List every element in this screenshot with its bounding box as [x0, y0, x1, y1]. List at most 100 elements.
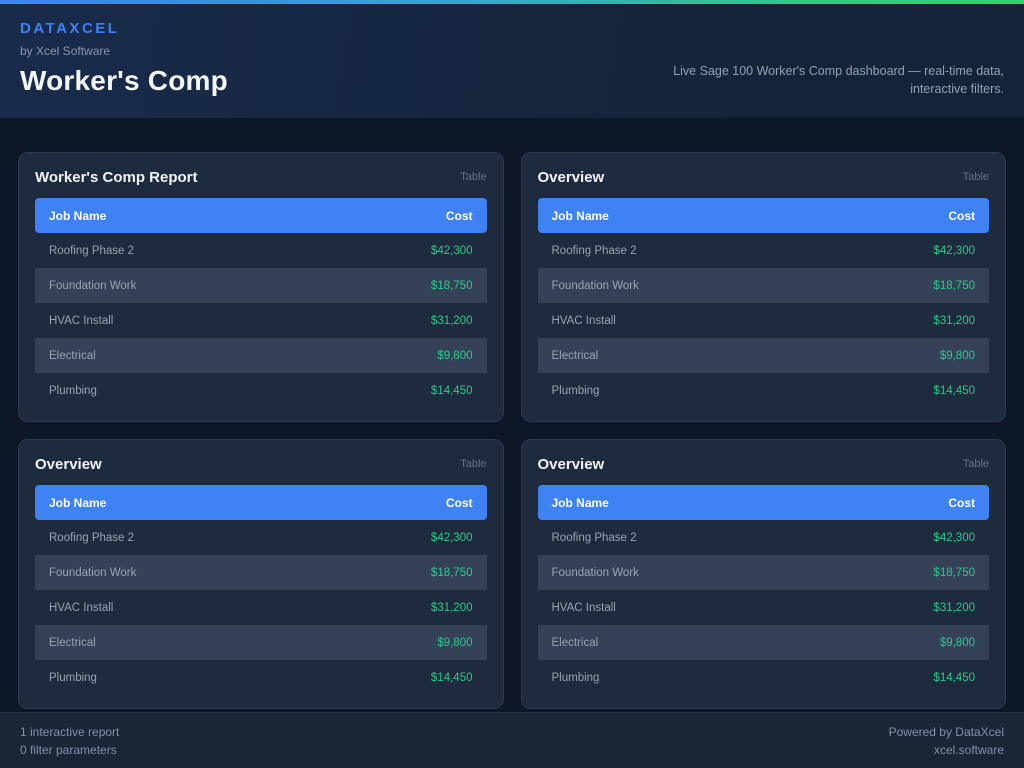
column-header-cost: Cost	[445, 495, 473, 510]
job-name-cell: Electrical	[551, 636, 599, 649]
table-row[interactable]: HVAC Install $31,200	[538, 590, 990, 625]
cost-cell: $42,300	[430, 244, 473, 257]
cost-cell: $42,300	[933, 531, 975, 544]
cost-cell: $18,750	[430, 566, 473, 579]
table-row[interactable]: Foundation Work $18,750	[35, 555, 487, 590]
job-name-cell: HVAC Install	[49, 601, 114, 614]
column-header-cost: Cost	[948, 208, 975, 223]
cost-cell: $14,450	[933, 384, 975, 397]
report-card-overview-3: Overview Table Job Name Cost Roofing Pha…	[520, 439, 1006, 709]
table-row[interactable]: Roofing Phase 2 $42,300	[538, 520, 990, 555]
card-header: Overview Table	[35, 454, 487, 474]
card-header: Overview Table	[538, 167, 990, 187]
job-name-cell: Plumbing	[551, 671, 600, 684]
report-count-label: 1 interactive report	[20, 725, 120, 739]
report-card-workers-comp-report: Worker's Comp Report Table Job Name Cost…	[18, 152, 504, 422]
table-row[interactable]: HVAC Install $31,200	[35, 303, 487, 338]
app-header: DATAXCEL by Xcel Software Worker's Comp …	[0, 4, 1024, 118]
job-name-cell: HVAC Install	[551, 314, 616, 327]
cost-cell: $42,300	[933, 244, 975, 257]
table-header-row: Job Name Cost	[35, 198, 487, 233]
job-name-cell: Electrical	[49, 636, 96, 649]
cost-cell: $14,450	[430, 671, 473, 684]
report-card-overview-2: Overview Table Job Name Cost Roofing Pha…	[18, 439, 504, 709]
table-row[interactable]: Electrical $9,800	[537, 625, 989, 660]
cost-cell: $42,300	[430, 531, 473, 544]
table-row[interactable]: HVAC Install $31,200	[35, 590, 487, 625]
column-header-job-name: Job Name	[49, 495, 107, 510]
tagline-line-1: Live Sage 100 Worker's Comp dashboard — …	[673, 64, 1004, 78]
dashboard-tagline: Live Sage 100 Worker's Comp dashboard — …	[673, 62, 1004, 118]
job-name-cell: Roofing Phase 2	[49, 531, 135, 544]
job-name-cell: Foundation Work	[551, 279, 639, 292]
footer-stats: 1 interactive report 0 filter parameters	[20, 723, 119, 768]
footer-branding: Powered by DataXcel xcel.software	[889, 723, 1004, 768]
table-row[interactable]: Plumbing $14,450	[538, 373, 990, 408]
table-row[interactable]: Foundation Work $18,750	[537, 268, 989, 303]
card-type-badge: Table	[962, 171, 989, 183]
table-row[interactable]: Roofing Phase 2 $42,300	[35, 233, 487, 268]
powered-by-label: Powered by DataXcel	[888, 725, 1004, 739]
brand-logo: DATAXCEL	[20, 20, 120, 37]
table-header-row: Job Name Cost	[35, 485, 487, 520]
job-name-cell: Plumbing	[551, 384, 600, 397]
table-row[interactable]: Roofing Phase 2 $42,300	[35, 520, 487, 555]
card-type-badge: Table	[962, 458, 989, 470]
card-type-badge: Table	[460, 458, 487, 470]
column-header-job-name: Job Name	[49, 208, 107, 223]
column-header-job-name: Job Name	[551, 495, 609, 510]
filter-count-label: 0 filter parameters	[20, 743, 117, 757]
report-grid: Worker's Comp Report Table Job Name Cost…	[0, 118, 1024, 709]
column-header-job-name: Job Name	[551, 208, 609, 223]
card-type-badge: Table	[460, 171, 487, 183]
table-row[interactable]: Plumbing $14,450	[35, 373, 487, 408]
table-row[interactable]: Electrical $9,800	[35, 338, 487, 373]
cost-cell: $31,200	[430, 314, 473, 327]
tagline-line-2: interactive filters.	[910, 82, 1004, 96]
job-name-cell: Foundation Work	[49, 279, 137, 292]
card-header: Worker's Comp Report Table	[35, 167, 487, 187]
job-name-cell: Foundation Work	[49, 566, 137, 579]
card-title: Overview	[537, 455, 605, 473]
cost-cell: $9,800	[437, 636, 473, 649]
table-row[interactable]: Foundation Work $18,750	[35, 268, 487, 303]
table-row[interactable]: Plumbing $14,450	[35, 660, 487, 695]
table-header-row: Job Name Cost	[537, 198, 989, 233]
page-title: Worker's Comp	[20, 65, 228, 96]
cost-cell: $31,200	[933, 314, 975, 327]
cost-cell: $18,750	[430, 279, 473, 292]
table-row[interactable]: Plumbing $14,450	[538, 660, 990, 695]
column-header-cost: Cost	[445, 208, 473, 223]
table-row[interactable]: Electrical $9,800	[35, 625, 487, 660]
brand-gradient-bar	[0, 0, 1024, 4]
cost-cell: $9,800	[939, 636, 975, 649]
job-name-cell: Foundation Work	[551, 566, 639, 579]
app-footer: 1 interactive report 0 filter parameters…	[0, 712, 1024, 768]
job-name-cell: Electrical	[49, 349, 96, 362]
job-name-cell: HVAC Install	[551, 601, 616, 614]
job-name-cell: Roofing Phase 2	[49, 244, 135, 257]
job-name-cell: HVAC Install	[49, 314, 114, 327]
job-name-cell: Plumbing	[49, 384, 97, 397]
table-row[interactable]: Roofing Phase 2 $42,300	[538, 233, 990, 268]
card-title: Worker's Comp Report	[35, 168, 198, 186]
cost-cell: $18,750	[933, 279, 975, 292]
cost-cell: $31,200	[430, 601, 473, 614]
job-name-cell: Roofing Phase 2	[551, 244, 637, 257]
table-row[interactable]: Foundation Work $18,750	[537, 555, 989, 590]
table-row[interactable]: Electrical $9,800	[537, 338, 989, 373]
card-header: Overview Table	[538, 454, 990, 474]
cost-cell: $14,450	[430, 384, 473, 397]
job-name-cell: Roofing Phase 2	[551, 531, 637, 544]
job-name-cell: Plumbing	[49, 671, 97, 684]
table-header-row: Job Name Cost	[537, 485, 989, 520]
table-row[interactable]: HVAC Install $31,200	[538, 303, 990, 338]
cost-cell: $31,200	[933, 601, 975, 614]
card-title: Overview	[35, 455, 102, 473]
card-title: Overview	[537, 168, 605, 186]
website-link[interactable]: xcel.software	[933, 743, 1004, 757]
header-left: DATAXCEL by Xcel Software Worker's Comp	[20, 20, 228, 118]
report-card-overview-1: Overview Table Job Name Cost Roofing Pha…	[520, 152, 1006, 422]
cost-cell: $9,800	[939, 349, 975, 362]
brand-byline: by Xcel Software	[20, 44, 111, 58]
